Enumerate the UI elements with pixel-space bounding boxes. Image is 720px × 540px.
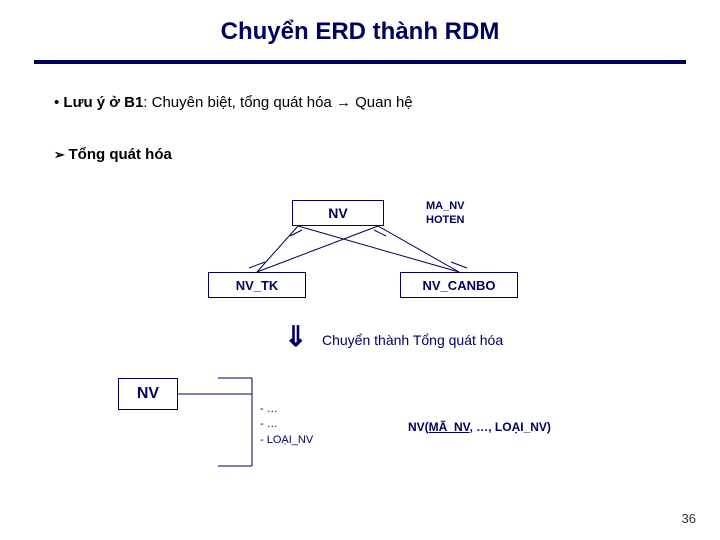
- rdm-attr-1: - …: [260, 402, 313, 417]
- erd-child-left: NV_TK: [208, 272, 306, 298]
- bullet1-bold: Lưu ý ở B1: [63, 94, 143, 111]
- down-arrow-icon: ⇓: [284, 320, 307, 353]
- erd-child-right-label: NV_CANBO: [423, 278, 496, 293]
- bullet1-prefix: •: [54, 94, 63, 111]
- slide-title: Chuyển ERD thành RDM: [0, 0, 720, 46]
- erd-child-right: NV_CANBO: [400, 272, 518, 298]
- relation-key: MÃ_NV: [429, 420, 470, 434]
- arrow-glyph: ⇓: [284, 321, 307, 352]
- erd-parent-attrs: MA_NV HOTEN: [426, 200, 465, 228]
- rdm-bracket: [0, 0, 720, 540]
- bullet1-rest: : Chuyên biệt, tổng quát hóa → Quan hệ: [143, 94, 412, 111]
- rdm-attr-3: - LOẠI_NV: [260, 433, 313, 448]
- rdm-nv-label: NV: [137, 385, 159, 403]
- bullet-note: • Lưu ý ở B1: Chuyên biệt, tổng quát hóa…: [54, 94, 413, 111]
- erd-connectors: [0, 0, 720, 540]
- relation-prefix: NV(: [408, 420, 429, 434]
- title-underline: [34, 60, 686, 64]
- erd-attr-1: MA_NV: [426, 200, 465, 214]
- bullet-generalization: ➢ Tổng quát hóa: [54, 146, 172, 163]
- relation-rest: , …, LOẠI_NV): [470, 420, 551, 434]
- bullet2-marker: ➢: [54, 147, 69, 162]
- erd-parent-label: NV: [328, 205, 347, 221]
- erd-parent-box: NV: [292, 200, 384, 226]
- bullet2-text: Tổng quát hóa: [69, 146, 172, 163]
- rdm-relation: NV(MÃ_NV, …, LOẠI_NV): [408, 420, 551, 434]
- arrow-caption: Chuyển thành Tổng quát hóa: [322, 332, 503, 348]
- page-number: 36: [682, 511, 696, 526]
- erd-attr-2: HOTEN: [426, 214, 465, 228]
- rdm-nv-box: NV: [118, 378, 178, 410]
- rdm-attrs: - … - … - LOẠI_NV: [260, 402, 313, 448]
- rdm-attr-2: - …: [260, 417, 313, 432]
- erd-child-left-label: NV_TK: [236, 278, 279, 293]
- slide-root: Chuyển ERD thành RDM • Lưu ý ở B1: Chuyê…: [0, 0, 720, 540]
